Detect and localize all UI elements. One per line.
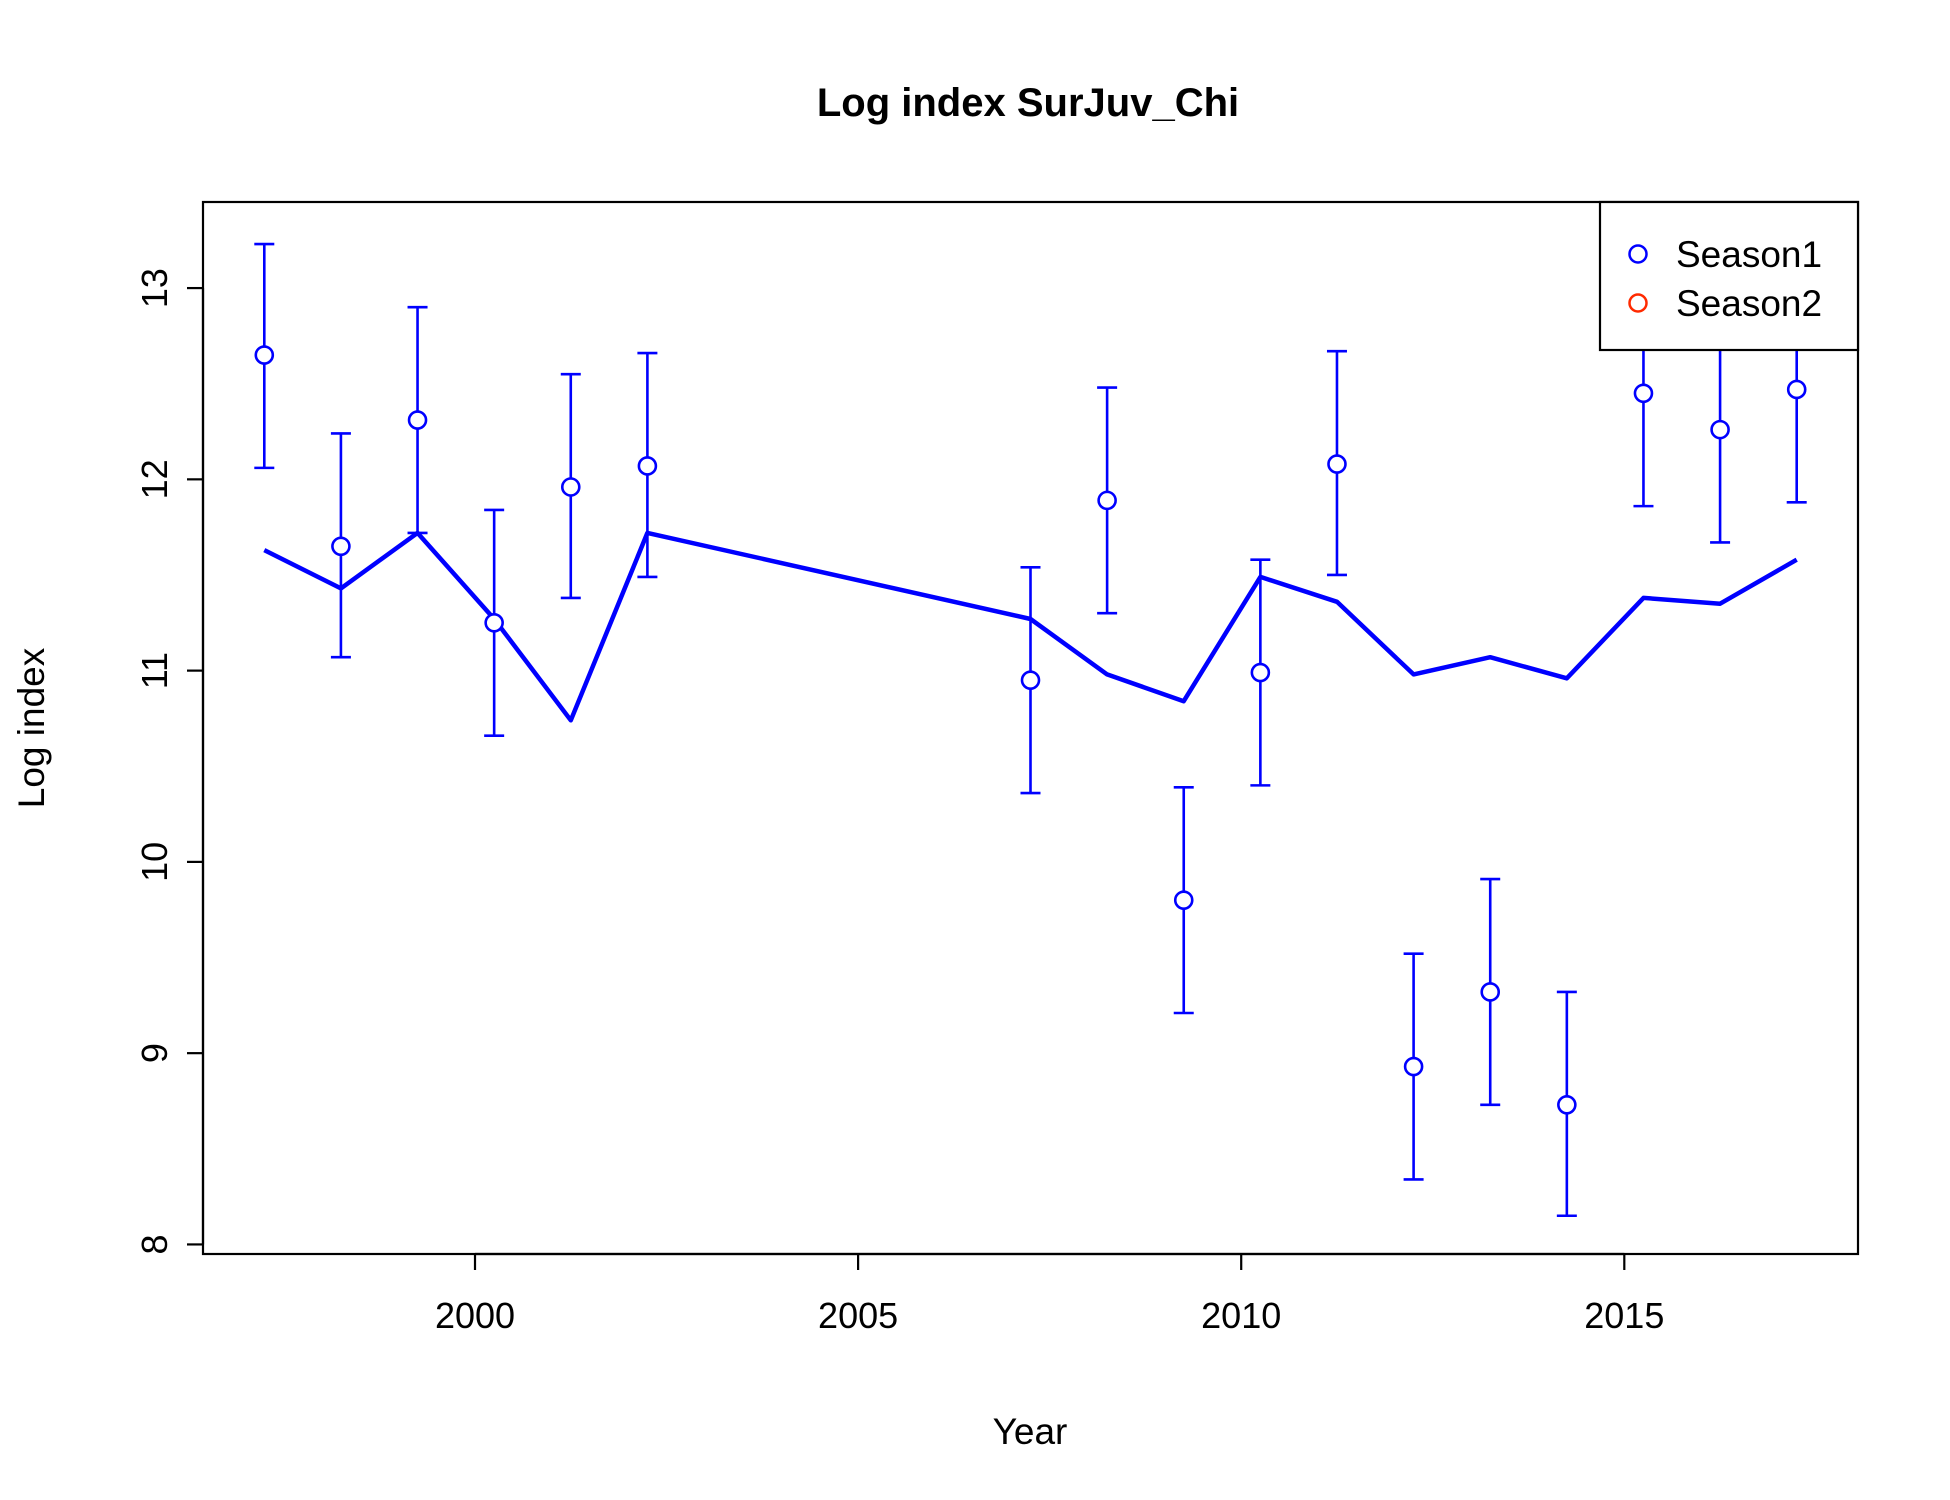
data-point-group bbox=[1173, 785, 1194, 1015]
data-point-group bbox=[1480, 877, 1501, 1107]
data-point-group bbox=[637, 351, 658, 579]
data-point-group bbox=[1020, 566, 1041, 795]
data-point-group bbox=[330, 432, 351, 659]
observed-points-layer bbox=[254, 242, 1807, 1218]
data-point bbox=[331, 536, 351, 557]
plot-area bbox=[254, 242, 1807, 1218]
data-point bbox=[1250, 662, 1271, 683]
data-point bbox=[1327, 454, 1347, 474]
y-axis: 8 9 10 11 12 13 bbox=[134, 268, 205, 1254]
x-axis-label: Year bbox=[993, 1411, 1068, 1452]
legend-marker-season1 bbox=[1628, 244, 1648, 264]
data-point bbox=[407, 410, 428, 430]
data-point-group bbox=[484, 508, 505, 737]
chart-title: Log index SurJuv_Chi bbox=[817, 81, 1239, 125]
legend-label-season1: Season1 bbox=[1676, 234, 1822, 275]
data-point bbox=[1403, 1056, 1424, 1077]
x-tick-label: 2005 bbox=[818, 1295, 898, 1336]
data-point-group bbox=[1556, 990, 1577, 1218]
y-tick-label: 13 bbox=[134, 268, 175, 308]
data-point bbox=[1786, 379, 1807, 400]
y-axis-label: Log index bbox=[11, 647, 52, 808]
x-tick-label: 2010 bbox=[1201, 1295, 1281, 1336]
data-point-group bbox=[1403, 952, 1424, 1181]
legend-marker-season2 bbox=[1628, 293, 1648, 313]
data-point bbox=[254, 345, 275, 365]
y-tick-label: 10 bbox=[134, 842, 175, 882]
y-tick-label: 12 bbox=[134, 459, 175, 499]
legend-box bbox=[1598, 200, 1860, 352]
data-point bbox=[1633, 383, 1654, 404]
legend-label-season2: Season2 bbox=[1676, 283, 1822, 324]
data-point bbox=[1710, 419, 1730, 440]
x-axis: 2000 2005 2010 2015 bbox=[435, 1252, 1664, 1336]
data-point bbox=[1097, 490, 1117, 511]
data-point-group bbox=[1326, 349, 1347, 577]
data-point bbox=[1557, 1095, 1577, 1115]
y-tick-label: 8 bbox=[134, 1234, 175, 1254]
data-point bbox=[1173, 890, 1194, 910]
data-point bbox=[1480, 982, 1501, 1002]
data-point-group bbox=[1250, 558, 1271, 787]
data-point-group bbox=[407, 305, 428, 535]
data-point bbox=[560, 477, 581, 497]
data-point bbox=[637, 456, 658, 476]
data-point bbox=[1020, 670, 1041, 690]
data-point bbox=[484, 612, 504, 633]
fitted-line bbox=[263, 530, 1798, 723]
data-point-group bbox=[1097, 386, 1118, 615]
x-tick-label: 2000 bbox=[435, 1295, 515, 1336]
legend: Season1 Season2 bbox=[1598, 200, 1860, 352]
y-tick-label: 11 bbox=[134, 652, 175, 689]
fitted-line-layer bbox=[263, 530, 1798, 723]
data-point-group bbox=[560, 372, 581, 600]
data-point-group bbox=[254, 242, 275, 470]
x-tick-label: 2015 bbox=[1584, 1295, 1664, 1336]
y-tick-label: 9 bbox=[134, 1043, 175, 1063]
